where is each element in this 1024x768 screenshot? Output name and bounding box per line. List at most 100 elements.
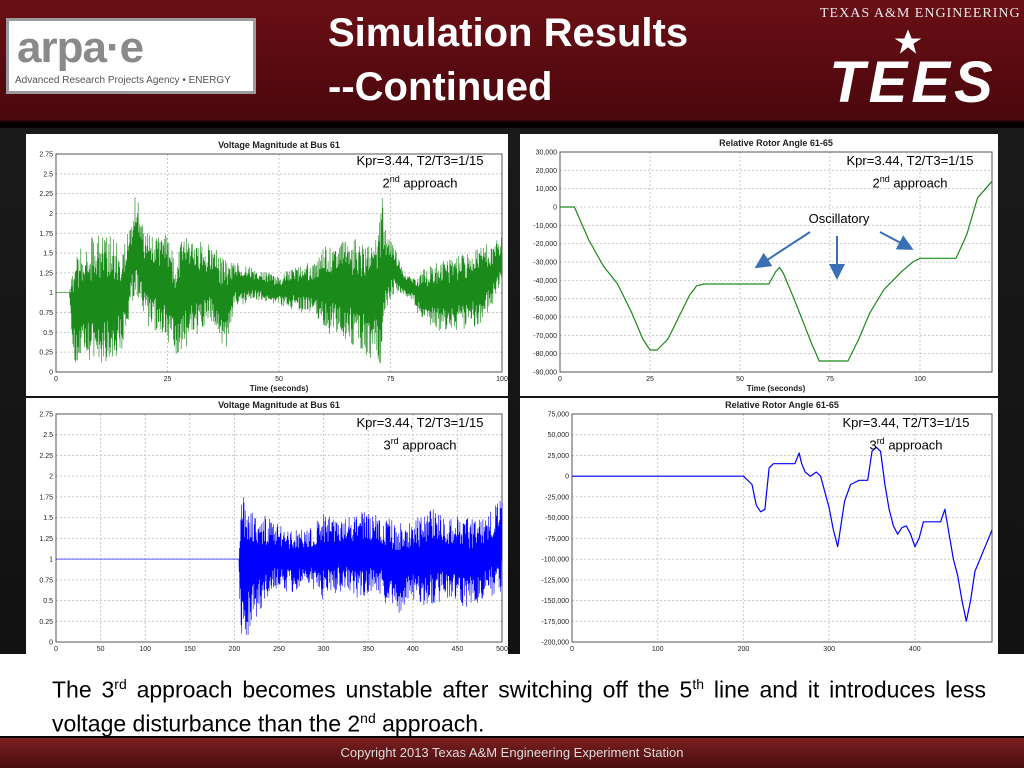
y-tick-label: 0 — [565, 474, 569, 481]
chart-rotor-3rd-svg: Relative Rotor Angle 61-65 75,000 50,000 25… — [541, 400, 993, 663]
y-tick-label: 2 — [49, 474, 53, 481]
x-tick-label: 100 — [914, 376, 926, 383]
chart-title: Relative Rotor Angle 61-65 — [719, 138, 833, 148]
x-tick-label: 0 — [558, 376, 562, 383]
y-tick-label: 0.25 — [39, 619, 53, 626]
x-tick-label: 100 — [139, 646, 151, 653]
y-tick-label: 1.75 — [39, 494, 53, 501]
y-tick-label: 2.25 — [39, 191, 53, 198]
x-tick-label: 0 — [54, 646, 58, 653]
arpa-e-logo: arpa·e Advanced Research Projects Agency… — [6, 18, 256, 94]
y-tick-label: 0.75 — [39, 310, 53, 317]
x-tick-label: 500 — [496, 646, 508, 653]
chart-title: Voltage Magnitude at Bus 61 — [218, 400, 340, 410]
y-tick-label: -100,000 — [541, 557, 569, 564]
annotation-chart2-params: Kpr=3.44, T2/T3=1/15 — [846, 153, 974, 168]
y-tick-label: -60,000 — [533, 315, 557, 322]
y-tick-label: -125,000 — [541, 577, 569, 584]
plot-frame — [559, 151, 993, 373]
annotation-chart3-rest: approach — [398, 437, 457, 453]
y-tick-label: -50,000 — [533, 296, 557, 303]
x-axis-label: Time (seconds) — [250, 384, 309, 393]
annotation-chart4: Kpr=3.44, T2/T3=1/15 3rd approach — [826, 414, 986, 454]
arrow-left-icon — [754, 231, 811, 269]
x-tick-label: 200 — [229, 646, 241, 653]
x-tick-label: 25 — [164, 376, 172, 383]
chart-voltage-3rd: Voltage Magnitude at Bus 61 0 0.25 0.5 0.75 1… — [26, 398, 508, 666]
x-tick-label: 75 — [826, 376, 834, 383]
annotation-chart1-params: Kpr=3.44, T2/T3=1/15 — [356, 153, 484, 168]
caption-part3: line and it introduces less voltage dist… — [52, 676, 986, 737]
tees-logo: TEES — [829, 28, 993, 108]
y-tick-label: -30,000 — [533, 260, 557, 267]
slide-title-line2: --Continued — [328, 65, 553, 109]
y-tick-label: 50,000 — [548, 432, 570, 439]
annotation-chart4-suffix: rd — [876, 436, 885, 446]
arrow-right-icon — [879, 231, 914, 250]
annotation-chart4-approach: 3rd approach — [826, 432, 986, 454]
annotation-chart4-rest: approach — [884, 437, 943, 453]
footer-copyright: Copyright 2013 Texas A&M Engineering Exp… — [340, 745, 684, 760]
series-line — [572, 446, 993, 622]
caption-box: The 3rd approach becomes unstable after … — [0, 654, 1024, 736]
y-tick-label: 2 — [49, 211, 53, 218]
x-tick-label: 300 — [318, 646, 330, 653]
y-tick-label: 10,000 — [536, 186, 558, 193]
caption-part2: approach becomes unstable after switchin… — [126, 676, 693, 703]
annotation-chart3-suffix: rd — [390, 436, 399, 446]
y-tick-label: 1.5 — [43, 515, 53, 522]
y-tick-label: 2.5 — [43, 171, 53, 178]
y-tick-label: -75,000 — [545, 536, 569, 543]
caption-text: The 3rd approach becomes unstable after … — [52, 670, 986, 737]
y-tick-label: 2.5 — [43, 432, 53, 439]
slide-title-line1: Simulation Results — [328, 11, 689, 55]
y-tick-label: 1.75 — [39, 231, 53, 238]
x-tick-label: 250 — [273, 646, 285, 653]
y-tick-label: -80,000 — [533, 351, 557, 358]
y-tick-label: 0 — [553, 205, 557, 212]
x-tick-label: 100 — [496, 376, 508, 383]
x-tick-label: 350 — [362, 646, 374, 653]
y-tick-label: 1.5 — [43, 251, 53, 258]
y-tick-label: 1 — [49, 557, 53, 564]
annotation-chart3-params: Kpr=3.44, T2/T3=1/15 — [356, 415, 484, 430]
x-tick-label: 400 — [407, 646, 419, 653]
x-tick-label: 50 — [736, 376, 744, 383]
y-tick-label: -50,000 — [545, 515, 569, 522]
y-tick-label: -20,000 — [533, 241, 557, 248]
x-tick-label: 150 — [184, 646, 196, 653]
annotation-chart3: Kpr=3.44, T2/T3=1/15 3rd approach — [340, 414, 500, 454]
annotation-chart2-rest: approach — [889, 175, 948, 191]
caption-sup3: nd — [360, 709, 376, 726]
y-tick-label: 2.75 — [39, 412, 53, 419]
series-line — [560, 180, 993, 362]
chart-voltage-2nd-svg: Voltage Magnitude at Bus 61 0 0.25 0.5 0.75 1… — [39, 140, 508, 393]
x-tick-label: 400 — [909, 646, 921, 653]
y-tick-label: 1.25 — [39, 536, 53, 543]
annotation-chart1-rest: approach — [399, 175, 458, 191]
annotation-chart2: Kpr=3.44, T2/T3=1/15 2nd approach — [830, 152, 990, 192]
annotation-chart2-approach: 2nd approach — [830, 170, 990, 192]
y-tick-label: -25,000 — [545, 494, 569, 501]
y-tick-label: 2.75 — [39, 152, 53, 159]
charts-area: Voltage Magnitude at Bus 61 0 0.25 0.5 0.75 1… — [0, 128, 1024, 736]
y-tick-label: -150,000 — [541, 598, 569, 605]
y-tick-label: 0.5 — [43, 330, 53, 337]
x-tick-label: 50 — [97, 646, 105, 653]
y-tick-label: -40,000 — [533, 278, 557, 285]
slide-title: Simulation Results --Continued — [328, 6, 688, 114]
annotation-chart2-ordinal: 2 — [872, 175, 880, 191]
header: arpa·e Advanced Research Projects Agency… — [0, 0, 1024, 122]
chart-rotor-2nd-svg: Relative Rotor Angle 61-65 30,000 20,000 10… — [533, 138, 993, 393]
x-tick-label: 100 — [652, 646, 664, 653]
y-tick-label: -90,000 — [533, 370, 557, 377]
annotation-chart1-approach: 2nd approach — [340, 170, 500, 192]
y-tick-label: -175,000 — [541, 619, 569, 626]
x-axis-label: Time (seconds) — [747, 384, 806, 393]
y-tick-label: 1 — [49, 290, 53, 297]
series-line — [56, 497, 503, 635]
x-tick-label: 50 — [275, 376, 283, 383]
y-tick-label: 0.25 — [39, 350, 53, 357]
series-line — [56, 196, 503, 364]
annotation-chart2-suffix: nd — [879, 174, 890, 184]
